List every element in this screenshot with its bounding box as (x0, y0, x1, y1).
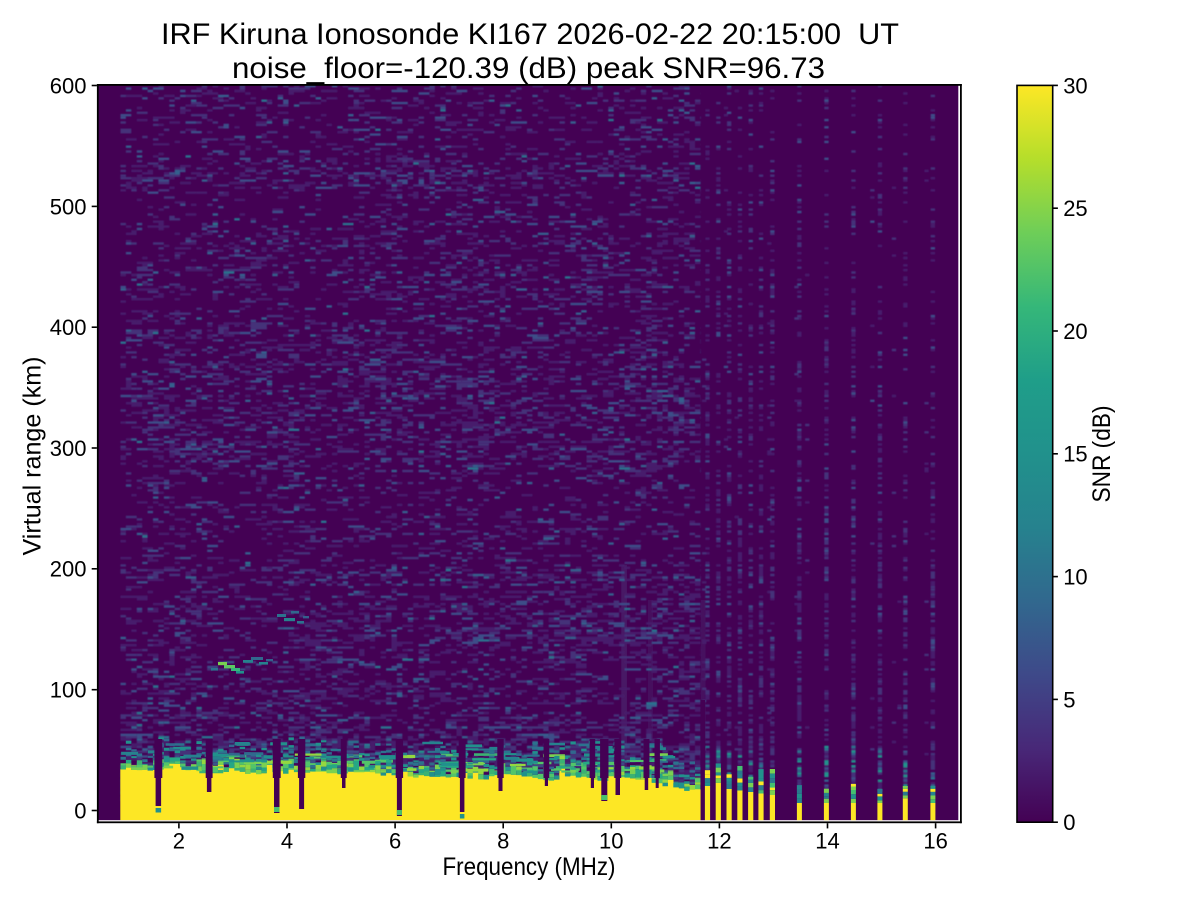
svg-text:SNR (dB): SNR (dB) (1088, 406, 1116, 503)
svg-text:400: 400 (50, 315, 87, 340)
svg-text:100: 100 (50, 678, 87, 703)
svg-text:500: 500 (50, 194, 87, 219)
svg-text:IRF Kiruna Ionosonde KI167 202: IRF Kiruna Ionosonde KI167 2026-02-22 20… (161, 18, 899, 51)
svg-text:Virtual range (km): Virtual range (km) (19, 357, 47, 556)
svg-text:8: 8 (497, 829, 509, 854)
svg-text:Frequency (MHz): Frequency (MHz) (443, 853, 616, 881)
svg-text:6: 6 (389, 829, 401, 854)
svg-text:600: 600 (50, 73, 87, 98)
svg-text:10: 10 (1063, 565, 1087, 590)
svg-text:14: 14 (815, 829, 839, 854)
svg-text:noise_floor=-120.39 (dB) peak: noise_floor=-120.39 (dB) peak SNR=96.73 (232, 52, 825, 85)
svg-text:300: 300 (50, 436, 87, 461)
svg-text:5: 5 (1063, 687, 1075, 712)
svg-text:2: 2 (173, 829, 185, 854)
svg-text:10: 10 (599, 829, 623, 854)
svg-text:4: 4 (281, 829, 293, 854)
svg-text:30: 30 (1063, 73, 1087, 98)
svg-text:12: 12 (707, 829, 731, 854)
svg-text:200: 200 (50, 557, 87, 582)
svg-text:20: 20 (1063, 319, 1087, 344)
svg-text:15: 15 (1063, 442, 1087, 467)
svg-text:16: 16 (923, 829, 947, 854)
svg-text:25: 25 (1063, 196, 1087, 221)
svg-text:0: 0 (74, 798, 86, 823)
svg-text:0: 0 (1063, 810, 1075, 835)
